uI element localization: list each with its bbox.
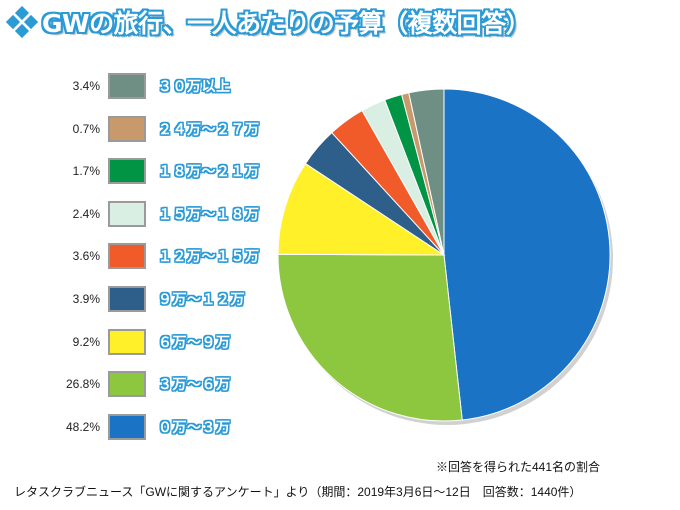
legend-item: 1.7% １８万～２１万 bbox=[0, 157, 260, 185]
legend-percent: 0.7% bbox=[72, 121, 100, 136]
legend-swatch bbox=[108, 158, 146, 185]
legend-label: ６万～９万 bbox=[158, 334, 231, 351]
legend-swatch bbox=[108, 243, 146, 270]
pie-slice-1 bbox=[277, 253, 463, 422]
legend-swatch bbox=[108, 115, 146, 142]
source-note: レタスクラブニュース「GWに関するアンケート」より（期間：2019年3月6日～1… bbox=[14, 485, 582, 499]
legend-item: 48.2% ０万～３万 bbox=[0, 413, 231, 441]
pie-slice-8 bbox=[408, 88, 445, 256]
diamond-cluster-icon bbox=[6, 6, 38, 38]
legend-label: ９万～１２万 bbox=[158, 292, 245, 308]
legend-swatch bbox=[108, 328, 146, 355]
legend-item: 3.6% １２万～１５万 bbox=[0, 242, 260, 270]
legend-label: １８万～２１万 bbox=[158, 164, 260, 181]
chart-title: GWの旅行、一人あたりの予算（複数回答） bbox=[6, 4, 531, 40]
pie-slice-2 bbox=[277, 162, 446, 256]
legend-item: 0.7% ２４万～２７万 bbox=[0, 115, 260, 143]
legend-percent: 3.4% bbox=[72, 79, 100, 93]
legend-swatch bbox=[108, 73, 146, 99]
legend-item: 26.8% ３万～６万 bbox=[0, 370, 231, 398]
legend-percent: 48.2% bbox=[65, 419, 100, 434]
legend-percent: 9.2% bbox=[72, 334, 100, 349]
legend-item: 3.4% ３０万以上 bbox=[0, 72, 231, 100]
legend-percent: 3.6% bbox=[72, 249, 100, 264]
legend-label: １２万～１５万 bbox=[158, 249, 260, 266]
legend-item: 2.4% １５万～１８万 bbox=[0, 200, 260, 228]
legend-percent: 26.8% bbox=[65, 377, 100, 392]
legend-item: 9.2% ６万～９万 bbox=[0, 328, 231, 356]
legend-swatch bbox=[108, 286, 146, 312]
pie-slice-0 bbox=[443, 88, 611, 421]
legend-label: ３０万以上 bbox=[158, 79, 231, 95]
sample-note: ※回答を得られた441名の割合 bbox=[435, 460, 600, 474]
chart-title-text: GWの旅行、一人あたりの予算（複数回答） bbox=[42, 9, 531, 38]
legend-item: 3.9% ９万～１２万 bbox=[0, 285, 245, 313]
legend-percent: 1.7% bbox=[72, 164, 100, 179]
legend-percent: 2.4% bbox=[72, 206, 100, 221]
legend-swatch bbox=[108, 371, 146, 398]
legend-swatch bbox=[108, 200, 146, 227]
legend-label: ０万～３万 bbox=[158, 419, 231, 436]
legend-label: １５万～１８万 bbox=[158, 206, 260, 223]
legend-percent: 3.9% bbox=[72, 292, 100, 306]
legend-swatch bbox=[108, 413, 146, 440]
legend-label: ２４万～２７万 bbox=[158, 121, 260, 138]
legend-label: ３万～６万 bbox=[158, 377, 231, 394]
